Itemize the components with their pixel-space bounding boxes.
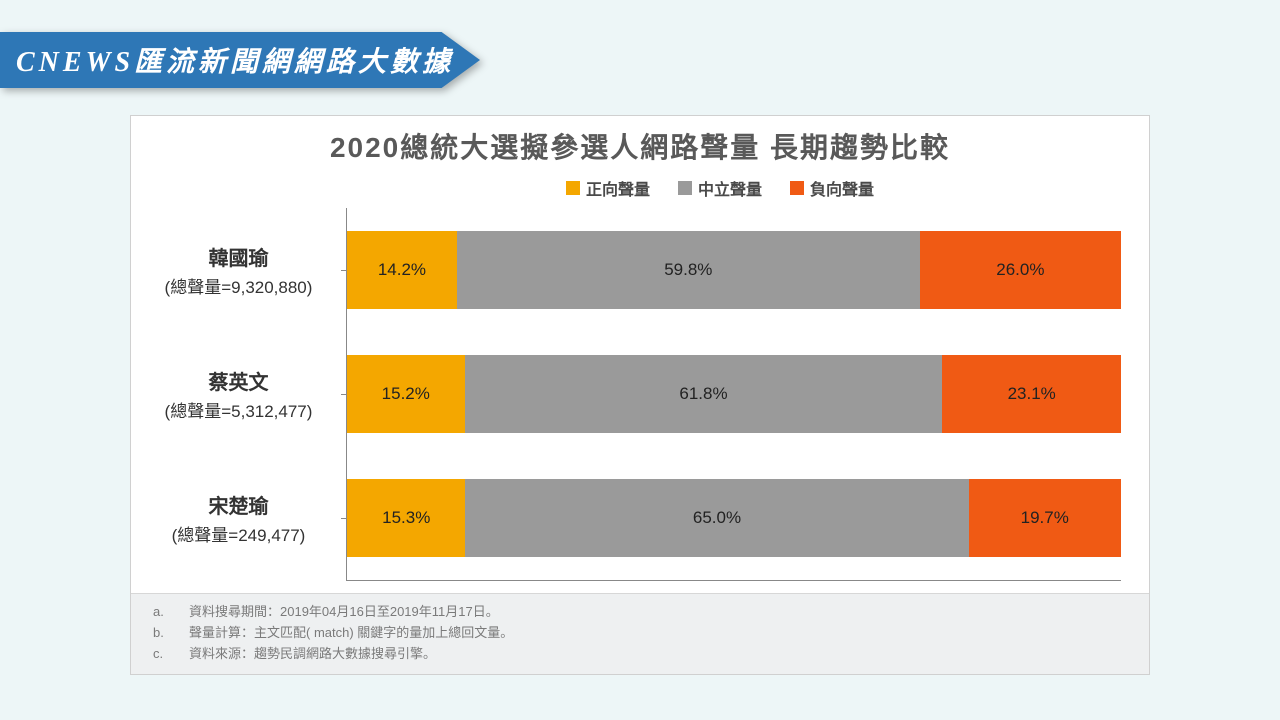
bar-row: 14.2% 59.8% 26.0% xyxy=(347,208,1121,332)
bar-segment-positive: 14.2% xyxy=(347,231,457,309)
footnote: a. 資料搜尋期間：2019年04月16日至2019年11月17日。 xyxy=(153,602,1127,623)
legend-item-negative: 負向聲量 xyxy=(790,176,874,200)
legend-swatch xyxy=(790,181,804,195)
header-banner: CNEWS匯流新聞網網路大數據 xyxy=(0,32,480,88)
legend-item-positive: 正向聲量 xyxy=(566,176,650,200)
category-label: 韓國瑜 (總聲量=9,320,880) xyxy=(131,208,346,332)
footnote: b. 聲量計算：主文匹配( match) 關鍵字的量加上總回文量。 xyxy=(153,623,1127,644)
banner-title: CNEWS匯流新聞網網路大數據 xyxy=(16,40,454,80)
chart-title: 2020總統大選擬參選人網路聲量 長期趨勢比較 xyxy=(131,116,1149,172)
bar-segment-neutral: 65.0% xyxy=(465,479,968,557)
legend-item-neutral: 中立聲量 xyxy=(678,176,762,200)
category-label: 蔡英文 (總聲量=5,312,477) xyxy=(131,332,346,456)
chart-panel: 2020總統大選擬參選人網路聲量 長期趨勢比較 正向聲量 中立聲量 負向聲量 韓… xyxy=(130,115,1150,675)
legend-label: 中立聲量 xyxy=(698,176,762,200)
bar-segment-negative: 19.7% xyxy=(969,479,1121,557)
stacked-bar: 14.2% 59.8% 26.0% xyxy=(347,231,1121,309)
legend-swatch xyxy=(678,181,692,195)
bar-row: 15.3% 65.0% 19.7% xyxy=(347,456,1121,580)
y-axis-labels: 韓國瑜 (總聲量=9,320,880) 蔡英文 (總聲量=5,312,477) … xyxy=(131,208,346,581)
stacked-bar: 15.2% 61.8% 23.1% xyxy=(347,355,1121,433)
category-label: 宋楚瑜 (總聲量=249,477) xyxy=(131,456,346,580)
legend-label: 負向聲量 xyxy=(810,176,874,200)
legend-swatch xyxy=(566,181,580,195)
footnote: c. 資料來源：趨勢民調網路大數據搜尋引擎。 xyxy=(153,644,1127,665)
chart-legend: 正向聲量 中立聲量 負向聲量 xyxy=(291,172,1149,208)
chart-footer-notes: a. 資料搜尋期間：2019年04月16日至2019年11月17日。 b. 聲量… xyxy=(131,593,1149,674)
bar-segment-positive: 15.3% xyxy=(347,479,465,557)
plot-area: 韓國瑜 (總聲量=9,320,880) 蔡英文 (總聲量=5,312,477) … xyxy=(131,208,1149,593)
legend-label: 正向聲量 xyxy=(586,176,650,200)
bar-segment-negative: 23.1% xyxy=(942,355,1121,433)
stacked-bar: 15.3% 65.0% 19.7% xyxy=(347,479,1121,557)
bar-segment-positive: 15.2% xyxy=(347,355,465,433)
bar-segment-neutral: 59.8% xyxy=(457,231,920,309)
bar-segment-negative: 26.0% xyxy=(920,231,1121,309)
bar-row: 15.2% 61.8% 23.1% xyxy=(347,332,1121,456)
bar-segment-neutral: 61.8% xyxy=(465,355,943,433)
bars-area: 14.2% 59.8% 26.0% 15.2% 61.8% 23.1% 15.3… xyxy=(346,208,1121,581)
